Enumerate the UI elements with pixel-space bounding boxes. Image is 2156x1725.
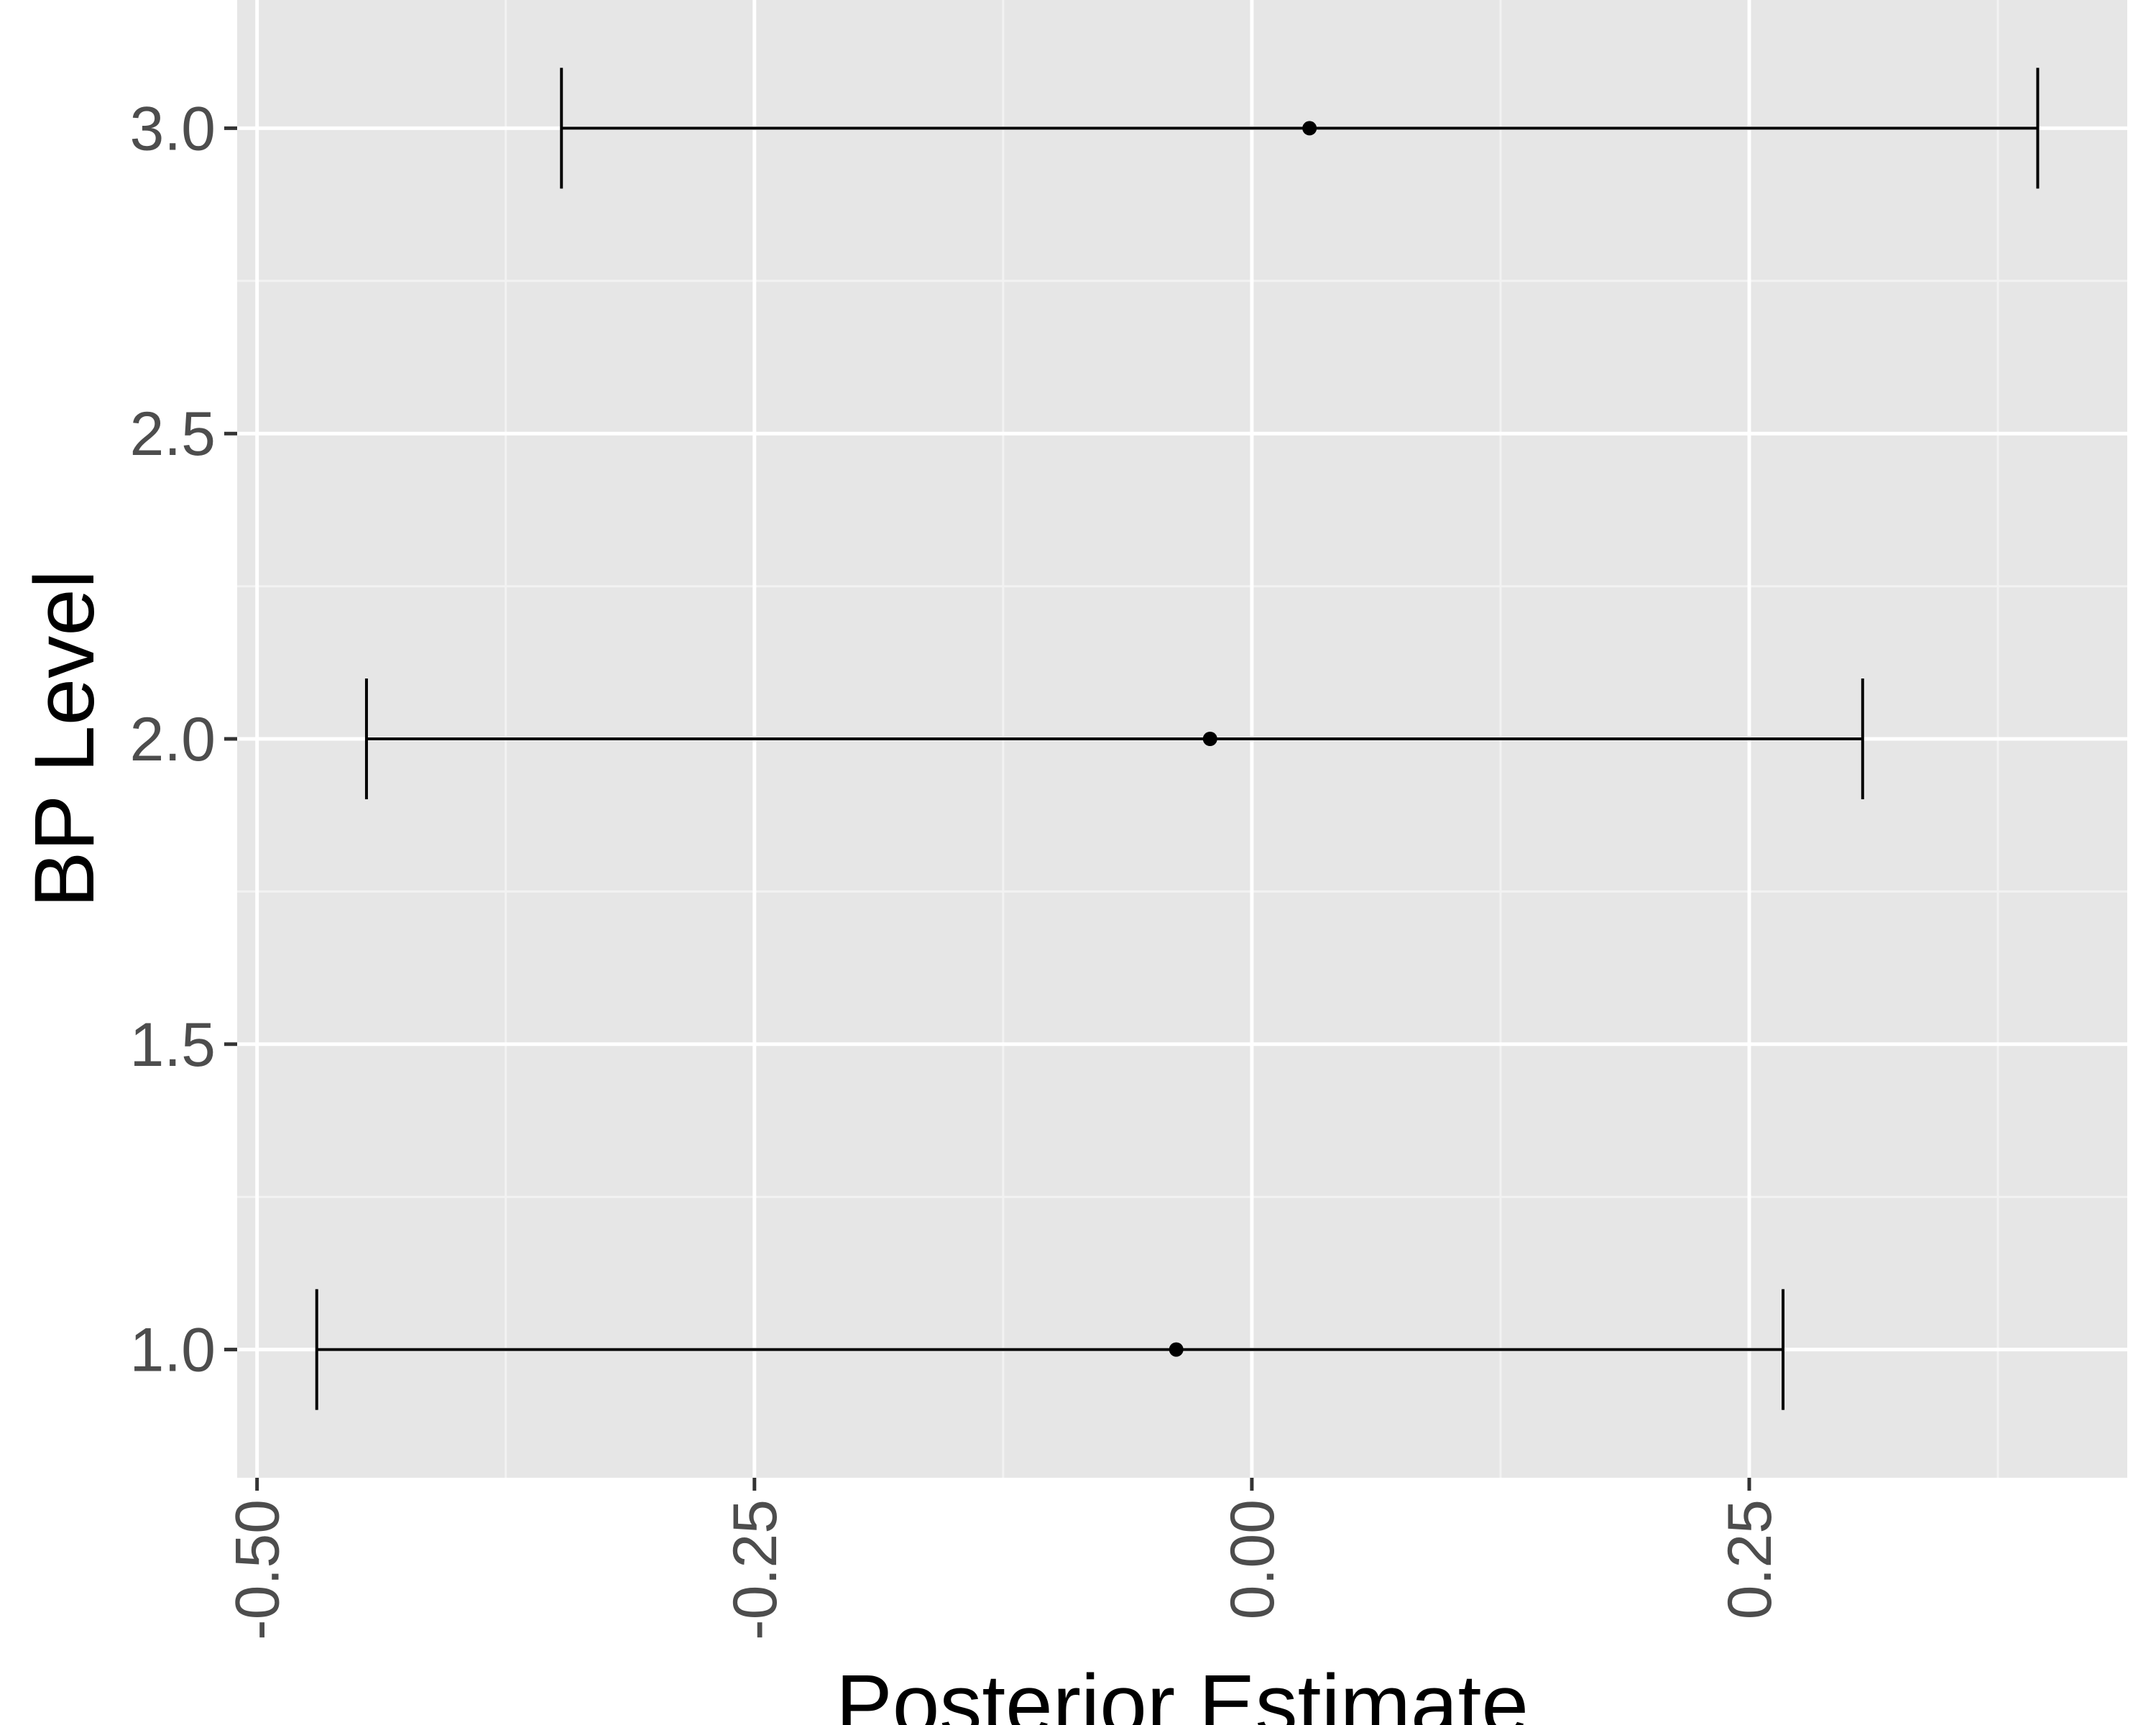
- y-axis-title: BP Level: [17, 570, 112, 908]
- y-tick-label: 2.5: [129, 400, 216, 469]
- y-tick-label: 2.0: [129, 705, 216, 774]
- point-estimate: [1169, 1342, 1184, 1357]
- y-tick-label: 3.0: [129, 94, 216, 163]
- y-tick-label: 1.5: [129, 1011, 216, 1080]
- y-tick-label: 1.0: [129, 1316, 216, 1385]
- x-tick-label: 0.25: [1715, 1499, 1784, 1619]
- y-axis: 1.0 1.5 2.0 2.5 3.0: [129, 94, 237, 1385]
- error-bars: [315, 68, 2040, 1410]
- x-tick-label: -0.50: [224, 1499, 292, 1640]
- point-estimate: [1302, 121, 1317, 136]
- point-estimate: [1202, 732, 1217, 746]
- x-tick-label: -0.25: [721, 1499, 790, 1640]
- x-axis-title: Posterior Estimate: [836, 1657, 1529, 1725]
- x-axis: -0.50 -0.25 0.00 0.25: [224, 1478, 1784, 1640]
- x-tick-label: 0.00: [1218, 1499, 1287, 1619]
